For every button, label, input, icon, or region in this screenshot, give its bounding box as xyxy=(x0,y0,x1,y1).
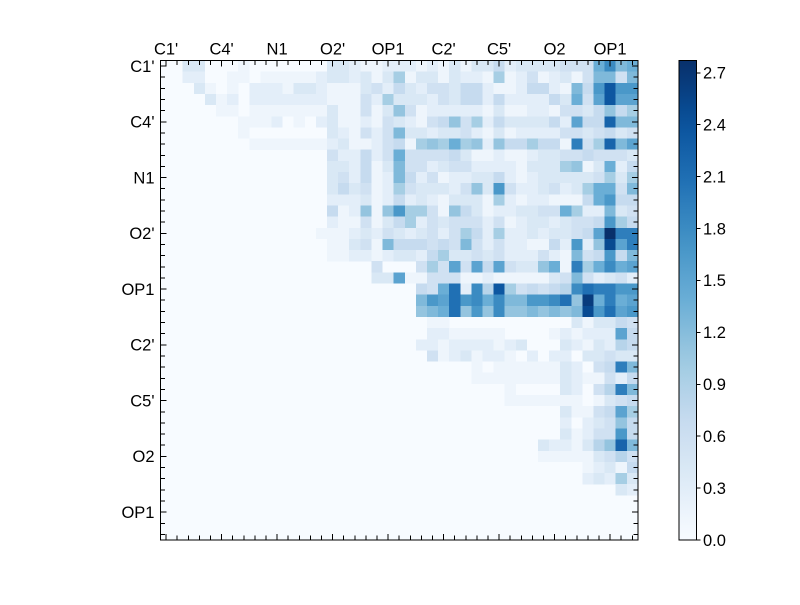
svg-text:C5': C5' xyxy=(487,41,511,59)
svg-text:1.5: 1.5 xyxy=(703,272,726,290)
svg-text:C1': C1' xyxy=(130,58,154,76)
svg-text:OP1: OP1 xyxy=(121,504,154,522)
svg-text:OP1: OP1 xyxy=(594,41,627,59)
svg-text:C1': C1' xyxy=(154,41,178,59)
svg-text:0.3: 0.3 xyxy=(703,480,726,498)
svg-text:O2: O2 xyxy=(132,448,154,466)
svg-text:C4': C4' xyxy=(130,114,154,132)
svg-text:0.9: 0.9 xyxy=(703,376,726,394)
svg-text:C2': C2' xyxy=(431,41,455,59)
svg-text:OP1: OP1 xyxy=(121,281,154,299)
svg-text:0.0: 0.0 xyxy=(703,532,726,550)
svg-text:2.1: 2.1 xyxy=(703,168,726,186)
svg-text:C2': C2' xyxy=(130,337,154,355)
svg-text:C4': C4' xyxy=(209,41,233,59)
svg-text:OP1: OP1 xyxy=(372,41,405,59)
svg-text:O2': O2' xyxy=(129,225,154,243)
svg-text:0.6: 0.6 xyxy=(703,428,726,446)
svg-text:C5': C5' xyxy=(130,392,154,410)
svg-text:O2: O2 xyxy=(544,41,566,59)
svg-text:2.4: 2.4 xyxy=(703,117,726,135)
svg-text:N1: N1 xyxy=(133,169,154,187)
svg-text:1.2: 1.2 xyxy=(703,324,726,342)
svg-text:N1: N1 xyxy=(267,41,288,59)
svg-text:2.7: 2.7 xyxy=(703,65,726,83)
svg-text:1.8: 1.8 xyxy=(703,220,726,238)
svg-text:O2': O2' xyxy=(320,41,345,59)
